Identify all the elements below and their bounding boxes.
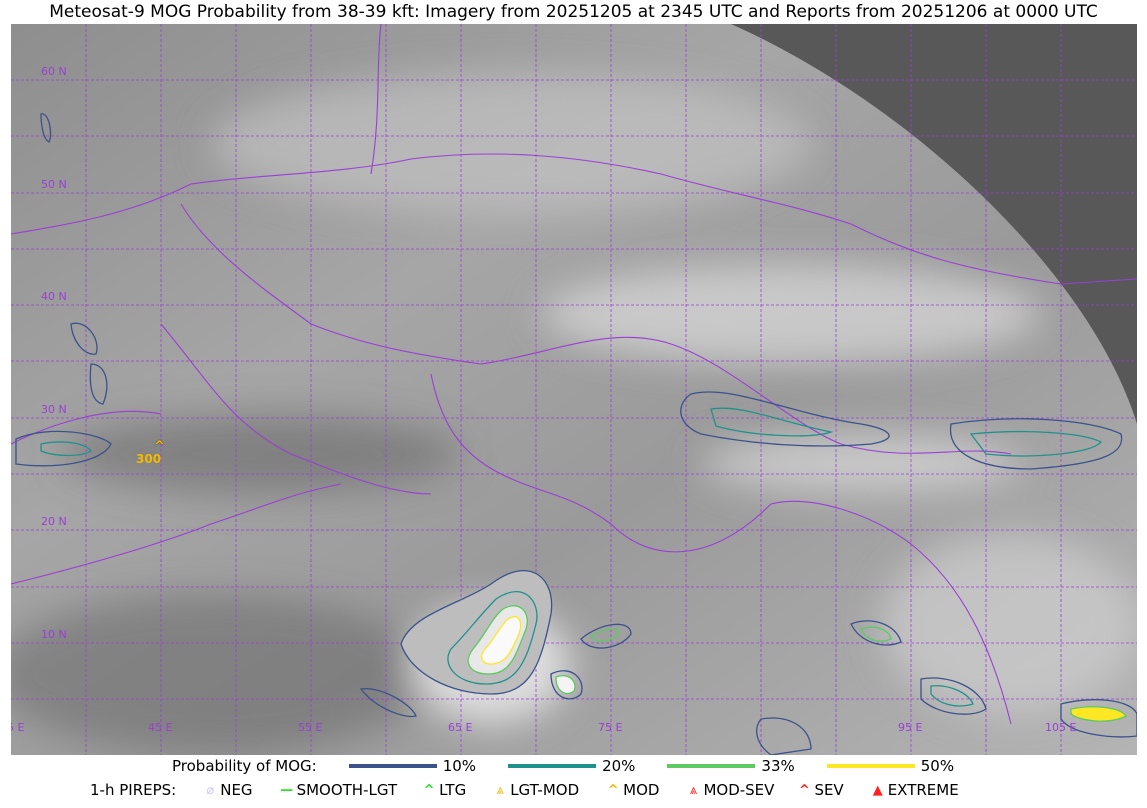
- probability-legend-title: Probability of MOG:: [172, 757, 317, 775]
- neg-icon: ⌀: [206, 782, 215, 798]
- legend-label: 50%: [920, 757, 955, 775]
- pireps-legend-title: 1-h PIREPS:: [90, 781, 177, 799]
- legend-label: NEG: [220, 781, 253, 799]
- lon-label: 95 E: [898, 721, 923, 734]
- lat-label: 30 N: [41, 403, 67, 416]
- legend-label: MOD-SEV: [703, 781, 775, 799]
- map-title: Meteosat-9 MOG Probability from 38-39 kf…: [49, 2, 1098, 22]
- lon-label: 55 E: [298, 721, 323, 734]
- legend-label: MOD: [623, 781, 660, 799]
- legend-label: LGT-MOD: [510, 781, 580, 799]
- lat-label: 60 N: [41, 65, 67, 78]
- pireps-legend: 1-h PIREPS: ⌀ NEG — SMOOTH-LGT ^ LTG ⩓ LGT-M…: [90, 781, 959, 799]
- mod-icon: ^: [607, 782, 619, 798]
- lon-label: 65 E: [448, 721, 473, 734]
- lat-label: 10 N: [41, 628, 67, 641]
- legend-label: EXTREME: [887, 781, 959, 799]
- satellite-map[interactable]: 60 N 50 N 40 N 30 N 20 N 10 N 35 E 45 E …: [11, 24, 1137, 755]
- legend-label: 10%: [442, 757, 477, 775]
- sev-icon: ^: [798, 782, 810, 798]
- lat-label: 40 N: [41, 290, 67, 303]
- swatch-33: [667, 764, 756, 768]
- extreme-icon: ▲: [872, 782, 883, 798]
- lon-label: 105 E: [1045, 721, 1077, 734]
- legend-label: SMOOTH-LGT: [296, 781, 398, 799]
- country-borders: [11, 24, 1137, 725]
- lon-label: 75 E: [598, 721, 623, 734]
- legend-label: 33%: [761, 757, 795, 775]
- imagery-layer: [11, 24, 1137, 755]
- pirep-altitude-label: 300: [136, 452, 162, 466]
- lat-label: 50 N: [41, 178, 67, 191]
- probability-legend: Probability of MOG: 10% 20% 33% 50%: [172, 757, 954, 775]
- ltg-icon: ^: [423, 782, 435, 798]
- smooth-lgt-icon: —: [280, 782, 294, 798]
- pirep-mod-icon[interactable]: ^: [154, 439, 165, 454]
- swatch-20: [508, 764, 597, 768]
- swatch-50: [826, 764, 915, 768]
- legend-label: LTG: [439, 781, 467, 799]
- swatch-10: [348, 764, 437, 768]
- mog-contours: [15, 113, 1137, 755]
- lon-label: 35 E: [11, 721, 25, 734]
- legend-label: SEV: [814, 781, 844, 799]
- legend-label: 20%: [602, 757, 636, 775]
- lat-label: 20 N: [41, 515, 67, 528]
- lat-lon-grid: [11, 24, 1137, 755]
- lgt-mod-icon: ⩓: [496, 782, 504, 798]
- lon-label: 45 E: [148, 721, 173, 734]
- mod-sev-icon: ⩓: [689, 782, 698, 798]
- space-region: [731, 24, 1137, 424]
